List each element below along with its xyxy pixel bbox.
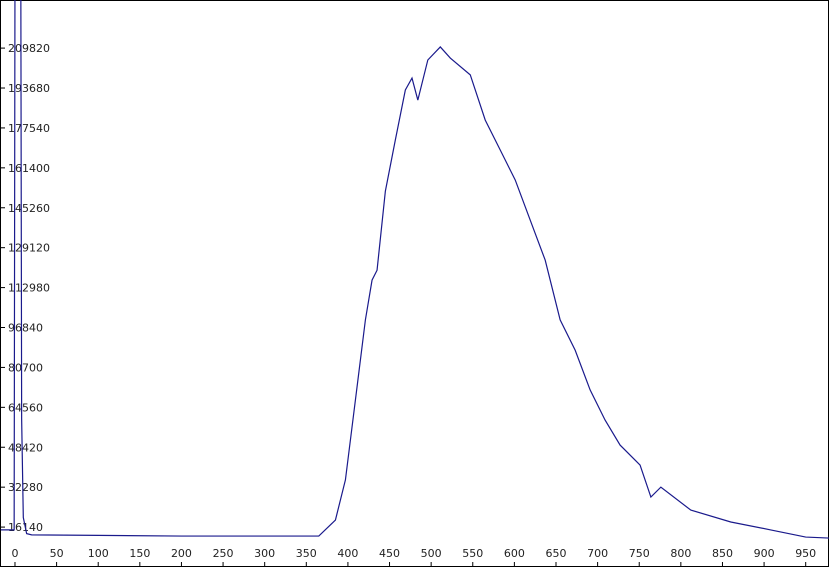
x-tick-label: 400	[337, 547, 358, 560]
x-tick-label: 600	[504, 547, 525, 560]
x-tick-label: 350	[296, 547, 317, 560]
plot-area	[0, 0, 829, 539]
x-tick-label: 850	[712, 547, 733, 560]
y-tick-label: 64560	[8, 401, 43, 414]
y-tick-label: 96840	[8, 322, 43, 335]
x-tick-label: 250	[213, 547, 234, 560]
x-tick-label: 150	[129, 547, 150, 560]
y-tick-label: 145260	[8, 202, 50, 215]
y-tick-label: 161400	[8, 162, 50, 175]
data-line	[0, 0, 829, 539]
x-tick-label: 650	[545, 547, 566, 560]
x-tick-label: 700	[587, 547, 608, 560]
x-tick-label: 50	[50, 547, 64, 560]
y-tick-label: 129120	[8, 242, 50, 255]
axes: 1614032280484206456080700968401129801291…	[0, 42, 816, 567]
y-tick-label: 177540	[8, 122, 50, 135]
y-tick-label: 209820	[8, 42, 50, 55]
y-tick-label: 32280	[8, 481, 43, 494]
x-tick-label: 950	[795, 547, 816, 560]
x-tick-label: 300	[254, 547, 275, 560]
x-tick-label: 200	[171, 547, 192, 560]
x-tick-label: 100	[88, 547, 109, 560]
x-tick-label: 800	[670, 547, 691, 560]
y-tick-label: 112980	[8, 282, 50, 295]
x-tick-label: 550	[462, 547, 483, 560]
x-tick-label: 750	[629, 547, 650, 560]
y-tick-label: 48420	[8, 441, 43, 454]
x-tick-label: 500	[421, 547, 442, 560]
x-tick-label: 900	[754, 547, 775, 560]
y-tick-label: 80700	[8, 361, 43, 374]
y-tick-label: 193680	[8, 82, 50, 95]
x-tick-label: 450	[379, 547, 400, 560]
x-tick-label: 0	[11, 547, 18, 560]
